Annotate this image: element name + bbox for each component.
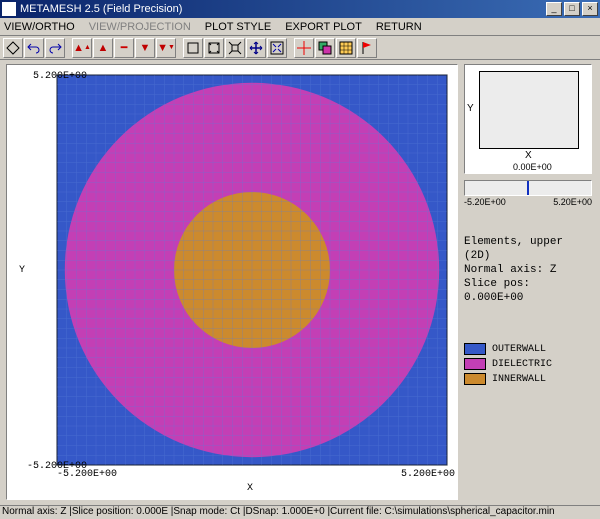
slider-min-label: -5.20E+00 xyxy=(464,197,506,207)
legend-swatch xyxy=(464,373,486,385)
x-min-label: -5.200E+00 xyxy=(57,469,117,480)
tool-mesh-icon[interactable] xyxy=(336,38,356,58)
window-title: METAMESH 2.5 (Field Precision) xyxy=(20,3,182,15)
title-bar: METAMESH 2.5 (Field Precision) _ □ × xyxy=(0,0,600,18)
info-block: Elements, upper (2D) Normal axis: Z Slic… xyxy=(464,235,594,305)
legend-item: INNERWALL xyxy=(464,373,594,385)
tool-redo-icon[interactable] xyxy=(45,38,65,58)
toolbar: ▲▲ ▲ ━ ▼ ▼▼ xyxy=(0,36,600,60)
info-line-2: Normal axis: Z xyxy=(464,263,594,277)
x-max-label: 5.200E+00 xyxy=(401,469,455,480)
maximize-button[interactable]: □ xyxy=(564,2,580,16)
menu-bar: VIEW/ORTHO VIEW/PROJECTION PLOT STYLE EX… xyxy=(0,18,600,36)
x-axis-label: X xyxy=(247,483,253,494)
tool-zoom-out-icon[interactable] xyxy=(225,38,245,58)
client-area: 5.200E+00 -5.200E+00 Y -5.200E+00 5.200E… xyxy=(0,60,600,505)
tool-pan-icon[interactable] xyxy=(246,38,266,58)
menu-plot-style[interactable]: PLOT STYLE xyxy=(205,21,271,33)
y-max-label: 5.200E+00 xyxy=(33,71,87,82)
tool-zoom-in-icon[interactable] xyxy=(204,38,224,58)
close-button[interactable]: × xyxy=(582,2,598,16)
right-panel: Y X 0.00E+00 -5.20E+00 5.20E+00 Elements… xyxy=(464,64,594,388)
tool-stop-icon[interactable]: ━ xyxy=(114,38,134,58)
tool-fit-icon[interactable] xyxy=(267,38,287,58)
legend: OUTERWALL DIELECTRIC INNERWALL xyxy=(464,343,594,385)
legend-item: OUTERWALL xyxy=(464,343,594,355)
legend-label: INNERWALL xyxy=(492,374,546,385)
menu-view-projection: VIEW/PROJECTION xyxy=(89,21,191,33)
info-line-3: Slice pos: 0.000E+00 xyxy=(464,277,594,305)
tool-flag-icon[interactable] xyxy=(357,38,377,58)
app-icon xyxy=(2,2,16,16)
legend-item: DIELECTRIC xyxy=(464,358,594,370)
tool-diamond-icon[interactable] xyxy=(3,38,23,58)
tool-step-down-icon[interactable]: ▼ xyxy=(135,38,155,58)
slice-slider[interactable]: -5.20E+00 5.20E+00 xyxy=(464,180,592,207)
menu-return[interactable]: RETURN xyxy=(376,21,422,33)
status-text: Normal axis: Z |Slice position: 0.000E |… xyxy=(2,506,555,517)
legend-label: DIELECTRIC xyxy=(492,359,552,370)
plot-canvas xyxy=(7,65,457,499)
tool-last-down-icon[interactable]: ▼▼ xyxy=(156,38,176,58)
menu-view-ortho[interactable]: VIEW/ORTHO xyxy=(4,21,75,33)
tool-crosshair-icon[interactable] xyxy=(294,38,314,58)
y-axis-label: Y xyxy=(19,265,25,276)
mini-y-label: Y xyxy=(467,103,474,114)
tool-first-up-icon[interactable]: ▲▲ xyxy=(72,38,92,58)
legend-label: OUTERWALL xyxy=(492,344,546,355)
tool-layers-icon[interactable] xyxy=(315,38,335,58)
mini-plot: Y X 0.00E+00 xyxy=(464,64,592,174)
legend-swatch xyxy=(464,343,486,355)
mini-x-label: X xyxy=(525,150,532,161)
slider-max-label: 5.20E+00 xyxy=(553,197,592,207)
minimize-button[interactable]: _ xyxy=(546,2,562,16)
tool-undo-icon[interactable] xyxy=(24,38,44,58)
mini-plot-area xyxy=(479,71,579,149)
tool-zoom-window-icon[interactable] xyxy=(183,38,203,58)
status-bar: Normal axis: Z |Slice position: 0.000E |… xyxy=(0,505,600,519)
legend-swatch xyxy=(464,358,486,370)
slider-track[interactable] xyxy=(464,180,592,196)
menu-export-plot[interactable]: EXPORT PLOT xyxy=(285,21,362,33)
slider-thumb[interactable] xyxy=(527,181,529,195)
tool-step-up-icon[interactable]: ▲ xyxy=(93,38,113,58)
main-plot: 5.200E+00 -5.200E+00 Y -5.200E+00 5.200E… xyxy=(6,64,458,500)
info-line-1: Elements, upper (2D) xyxy=(464,235,594,263)
mini-x-value: 0.00E+00 xyxy=(513,162,552,172)
